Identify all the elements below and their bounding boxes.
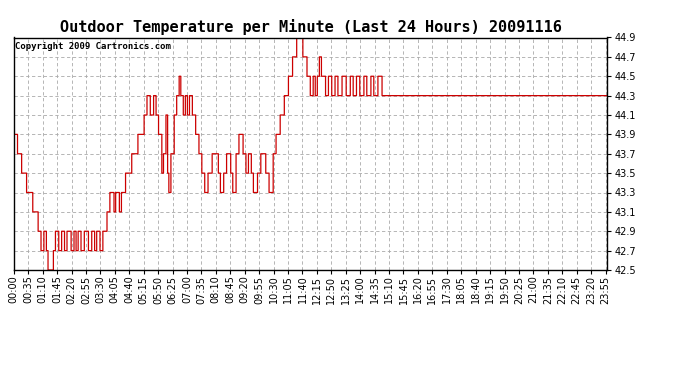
Text: Copyright 2009 Cartronics.com: Copyright 2009 Cartronics.com (15, 42, 171, 51)
Title: Outdoor Temperature per Minute (Last 24 Hours) 20091116: Outdoor Temperature per Minute (Last 24 … (59, 19, 562, 35)
